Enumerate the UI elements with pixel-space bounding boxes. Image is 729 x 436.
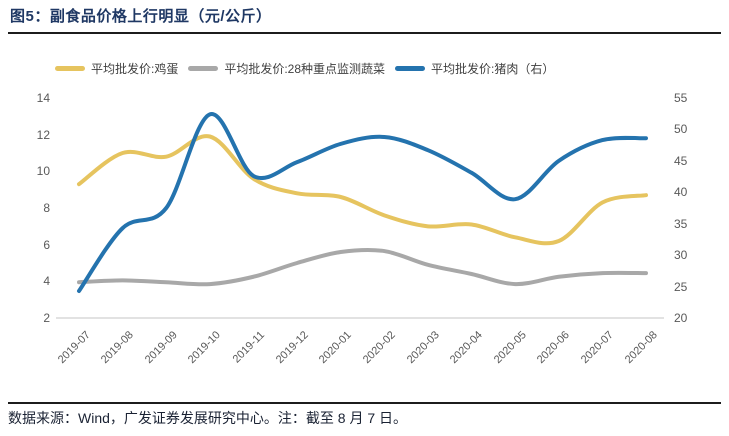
y-axis-left-tick: 10 xyxy=(36,164,50,179)
y-axis-left-tick: 14 xyxy=(36,91,50,105)
y-axis-right-tick: 40 xyxy=(674,185,688,200)
chart-legend: 平均批发价:鸡蛋 平均批发价:28种重点监测蔬菜 平均批发价:猪肉（右） xyxy=(55,60,554,77)
y-axis-right-tick: 50 xyxy=(674,122,688,137)
y-axis-right-tick: 30 xyxy=(674,248,688,263)
y-axis-left-tick: 4 xyxy=(43,274,50,289)
source-note: 数据来源：Wind，广发证券发展研究中心。注：截至 8 月 7 日。 xyxy=(8,410,408,426)
series-line-vegetables xyxy=(77,247,648,287)
y-axis-right-tick: 35 xyxy=(674,216,688,231)
legend-swatch-egg xyxy=(55,66,85,71)
figure-title: 图5：副食品价格上行明显（元/公斤） xyxy=(10,8,272,25)
legend-item-pork: 平均批发价:猪肉（右） xyxy=(395,60,554,77)
y-axis-right-tick: 20 xyxy=(674,311,688,325)
legend-label-pork: 平均批发价:猪肉（右） xyxy=(431,62,555,76)
title-divider xyxy=(8,32,721,34)
y-axis-left-tick: 2 xyxy=(43,311,50,325)
legend-label-vegetables: 平均批发价:28种重点监测蔬菜 xyxy=(224,62,386,76)
y-axis-left-tick: 6 xyxy=(43,237,50,252)
y-axis-left-tick: 8 xyxy=(43,201,50,215)
y-axis-left-tick: 12 xyxy=(36,127,50,142)
series-line-pork xyxy=(77,112,648,293)
footer-divider xyxy=(8,402,721,404)
legend-item-egg: 平均批发价:鸡蛋 xyxy=(55,60,178,77)
legend-swatch-vegetables xyxy=(188,66,219,71)
y-axis-right-tick: 25 xyxy=(674,279,688,294)
legend-item-vegetables: 平均批发价:28种重点监测蔬菜 xyxy=(188,60,385,77)
y-axis-right-tick: 55 xyxy=(674,91,688,105)
series-line-egg xyxy=(77,134,648,246)
legend-label-egg: 平均批发价:鸡蛋 xyxy=(91,62,179,76)
y-axis-right-tick: 45 xyxy=(674,153,688,168)
legend-swatch-pork xyxy=(395,66,426,71)
